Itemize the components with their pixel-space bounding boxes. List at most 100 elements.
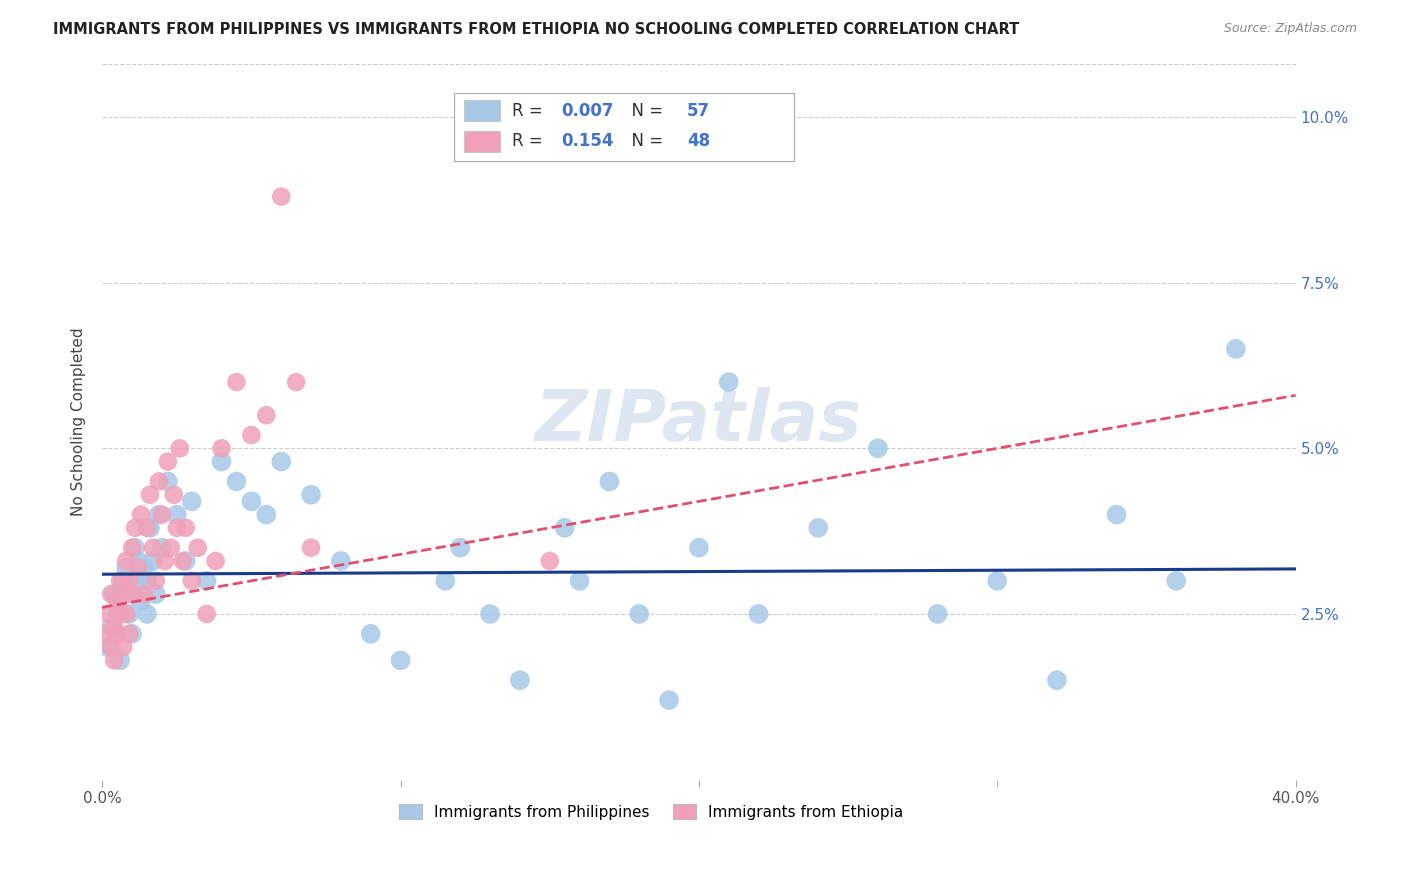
Point [127, 560, 149, 574]
Point [97, 640, 120, 654]
Point [108, 653, 131, 667]
Point [108, 574, 131, 588]
Point [479, 607, 502, 621]
Point [118, 627, 141, 641]
Point [166, 521, 188, 535]
Point [187, 541, 209, 555]
Point [142, 541, 165, 555]
Text: 0.007: 0.007 [561, 102, 614, 120]
Point [1105, 508, 1128, 522]
Point [195, 574, 218, 588]
Point [163, 488, 186, 502]
Point [434, 574, 457, 588]
Point [927, 607, 949, 621]
Point [240, 428, 263, 442]
Point [139, 521, 162, 535]
Point [270, 189, 292, 203]
Point [807, 521, 830, 535]
Point [360, 627, 382, 641]
Point [124, 541, 146, 555]
Point [103, 587, 125, 601]
Point [121, 541, 143, 555]
Point [225, 475, 247, 489]
Point [389, 653, 412, 667]
Point [156, 454, 179, 468]
Point [142, 554, 165, 568]
Point [121, 587, 143, 601]
Point [299, 541, 322, 555]
Point [115, 607, 138, 621]
Point [717, 375, 740, 389]
Point [127, 574, 149, 588]
Point [115, 554, 138, 568]
Point [103, 620, 125, 634]
Point [97, 607, 120, 621]
Point [986, 574, 1008, 588]
Point [688, 541, 710, 555]
Point [254, 408, 277, 422]
Text: IMMIGRANTS FROM PHILIPPINES VS IMMIGRANTS FROM ETHIOPIA NO SCHOOLING COMPLETED C: IMMIGRANTS FROM PHILIPPINES VS IMMIGRANT… [53, 22, 1019, 37]
Point [254, 508, 277, 522]
Point [112, 587, 135, 601]
Point [100, 640, 122, 654]
Point [118, 607, 141, 621]
Point [329, 554, 352, 568]
Point [139, 488, 162, 502]
Point [1046, 673, 1069, 688]
Point [103, 653, 125, 667]
Point [211, 442, 233, 456]
Point [100, 620, 122, 634]
Point [150, 541, 173, 555]
Point [172, 554, 194, 568]
Point [204, 554, 226, 568]
Point [1225, 342, 1247, 356]
Text: 0.154: 0.154 [561, 132, 614, 151]
Point [211, 454, 233, 468]
Point [285, 375, 308, 389]
Text: N =: N = [621, 132, 669, 151]
Text: R =: R = [512, 132, 553, 151]
Point [136, 607, 159, 621]
Point [112, 640, 135, 654]
FancyBboxPatch shape [454, 93, 794, 161]
Point [121, 627, 143, 641]
Text: 57: 57 [688, 102, 710, 120]
Point [658, 693, 681, 707]
Point [156, 475, 179, 489]
Text: Source: ZipAtlas.com: Source: ZipAtlas.com [1223, 22, 1357, 36]
Point [270, 454, 292, 468]
Point [145, 574, 167, 588]
FancyBboxPatch shape [464, 130, 499, 152]
Point [136, 521, 159, 535]
Legend: Immigrants from Philippines, Immigrants from Ethiopia: Immigrants from Philippines, Immigrants … [394, 797, 910, 826]
Point [240, 494, 263, 508]
Point [225, 375, 247, 389]
Point [166, 508, 188, 522]
Point [136, 574, 159, 588]
Point [100, 587, 122, 601]
Point [180, 574, 202, 588]
Y-axis label: No Schooling Completed: No Schooling Completed [72, 327, 86, 516]
Point [299, 488, 322, 502]
Text: N =: N = [621, 102, 669, 120]
Point [118, 574, 141, 588]
Point [174, 554, 197, 568]
Point [598, 475, 620, 489]
Point [1166, 574, 1188, 588]
Point [538, 554, 561, 568]
Point [105, 627, 128, 641]
Point [112, 574, 135, 588]
Point [105, 593, 128, 607]
Text: R =: R = [512, 102, 547, 120]
Point [132, 587, 155, 601]
Point [628, 607, 651, 621]
Point [509, 673, 531, 688]
Point [180, 494, 202, 508]
Point [150, 508, 173, 522]
Point [121, 587, 143, 601]
Point [174, 521, 197, 535]
FancyBboxPatch shape [464, 100, 499, 121]
Point [568, 574, 591, 588]
Point [129, 593, 152, 607]
Point [105, 607, 128, 621]
